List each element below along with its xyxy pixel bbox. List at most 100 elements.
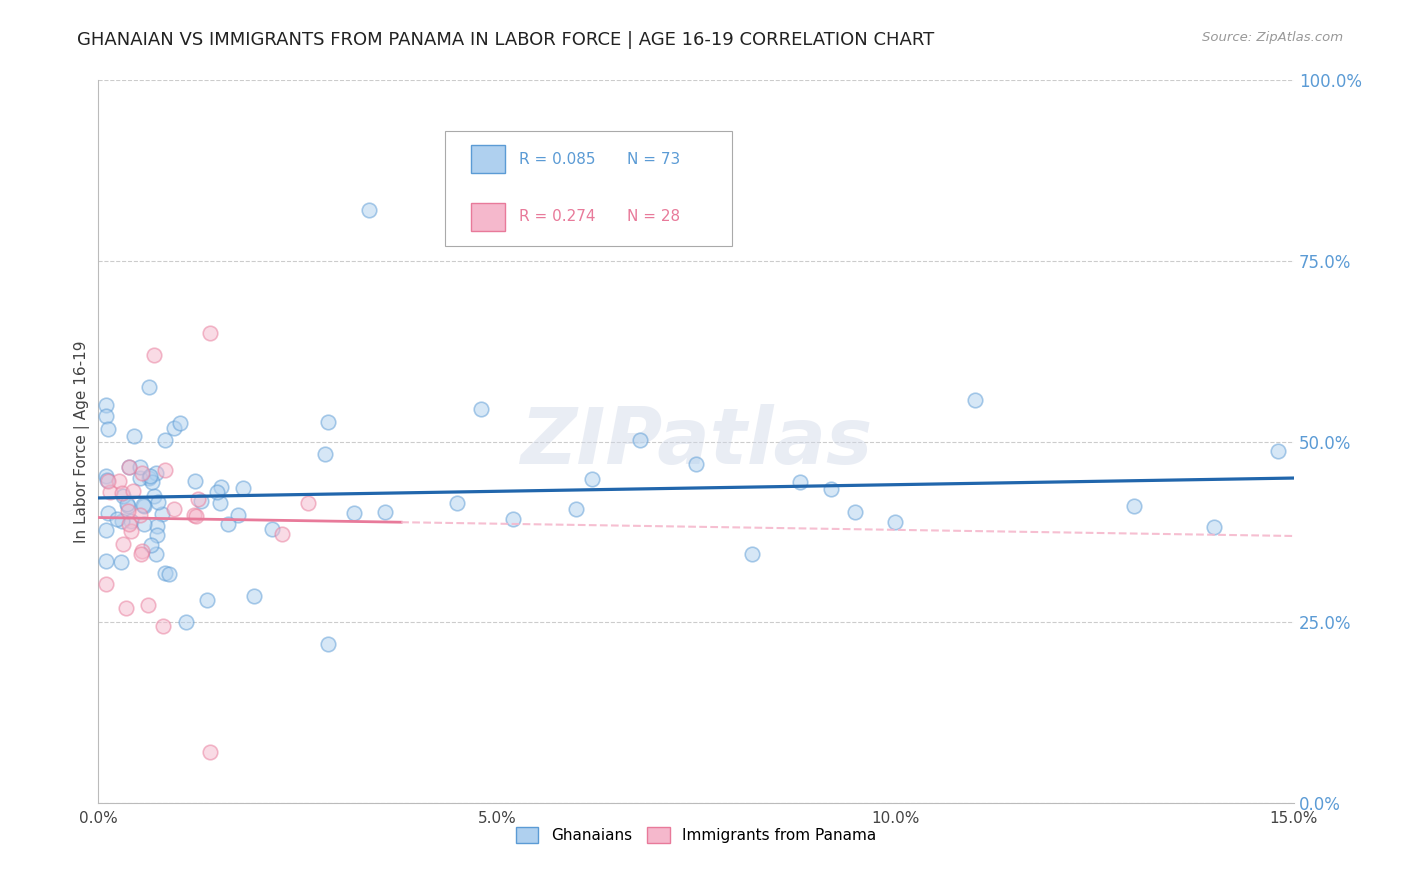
Point [142,489,165,503]
Point [131,544,153,558]
Point [114,601,136,615]
Point [97,422,120,436]
Point [134,499,156,513]
Point [183,474,205,488]
Point [195,593,218,607]
Point [141,475,163,489]
Point [107,474,129,488]
Point [118,460,141,475]
Point [146,494,169,508]
Point [243,589,266,603]
Point [150,508,173,522]
Point [446,496,468,510]
FancyBboxPatch shape [446,131,733,246]
Point [96,469,118,483]
Point [741,547,763,561]
Point [138,380,160,394]
Point [96,524,118,538]
Point [685,457,707,471]
Point [129,459,152,474]
Point [209,480,232,494]
Point [163,502,186,516]
Point [316,415,339,429]
Point [789,475,811,489]
Text: R = 0.085: R = 0.085 [519,152,596,167]
Point [131,547,153,561]
Point [96,409,118,423]
Point [96,398,118,412]
Point [1123,499,1146,513]
Point [131,498,153,512]
Point [129,471,152,485]
Point [111,537,134,551]
Point [120,524,142,538]
Point [374,505,396,519]
Point [174,615,197,630]
Point [844,505,866,519]
Point [117,504,139,518]
Point [152,619,174,633]
Point [110,486,132,500]
Point [153,463,176,477]
Point [139,538,162,552]
Point [565,502,588,516]
Point [118,459,141,474]
Point [97,506,120,520]
Point [98,484,121,499]
Point [232,481,254,495]
Point [270,527,292,541]
Point [117,516,139,531]
Point [359,203,381,218]
Legend: Ghanaians, Immigrants from Panama: Ghanaians, Immigrants from Panama [509,822,883,849]
Point [581,472,603,486]
Point [186,509,208,524]
Point [138,471,160,485]
Point [163,421,186,435]
Text: Source: ZipAtlas.com: Source: ZipAtlas.com [1202,31,1343,45]
Point [122,483,145,498]
Point [343,506,366,520]
Point [145,547,167,561]
Point [131,466,153,480]
Point [153,566,176,581]
Point [963,392,986,407]
Point [146,528,169,542]
FancyBboxPatch shape [471,145,505,173]
Point [117,499,139,513]
Point [217,516,239,531]
Point [198,745,221,759]
Point [190,493,212,508]
Point [96,473,118,487]
Point [187,491,209,506]
Point [143,348,166,362]
Point [97,474,120,488]
Point [124,428,146,442]
Text: N = 28: N = 28 [627,210,679,224]
Point [112,489,135,503]
Point [120,514,142,528]
Point [146,519,169,533]
Point [183,508,205,522]
Point [96,576,118,591]
Point [314,447,336,461]
Point [1202,520,1225,534]
Text: N = 73: N = 73 [627,152,681,167]
Point [111,514,134,528]
Point [115,497,138,511]
Point [502,511,524,525]
Text: ZIPatlas: ZIPatlas [520,403,872,480]
Point [138,599,160,613]
Point [138,469,160,483]
Point [157,566,180,581]
Point [153,434,176,448]
Point [316,637,339,651]
Point [129,508,152,522]
Point [205,485,228,500]
Point [169,416,191,430]
Point [297,496,319,510]
Point [228,508,250,522]
Text: R = 0.274: R = 0.274 [519,210,596,224]
Point [820,483,842,497]
Point [628,433,651,447]
Point [1267,444,1289,458]
